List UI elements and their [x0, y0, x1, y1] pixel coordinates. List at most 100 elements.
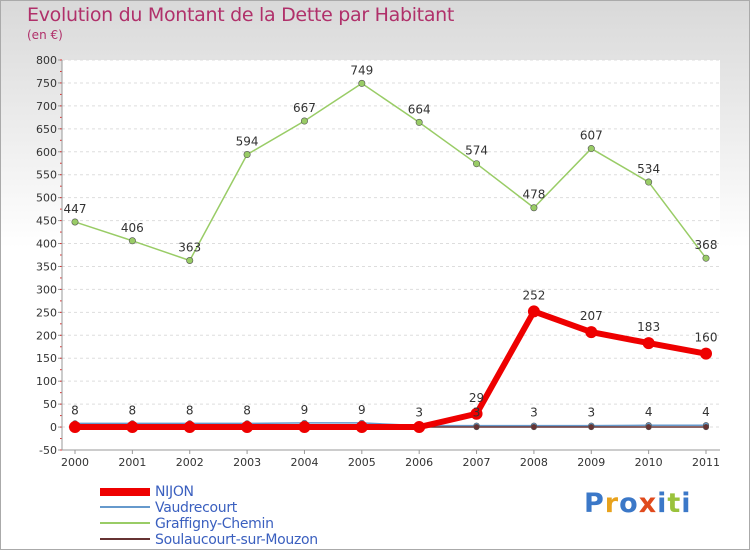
data-point-nijon [126, 421, 139, 434]
y-tick-label: 50 [43, 398, 57, 411]
y-tick-label: 400 [36, 238, 57, 251]
legend-label: NIJON [155, 484, 194, 500]
data-label: 534 [637, 162, 660, 176]
series-line-graffigny-chemin [74, 82, 707, 262]
data-label: 4 [702, 405, 710, 419]
data-label: 252 [522, 288, 545, 302]
data-label: 667 [293, 101, 316, 115]
x-tick-label: 2011 [692, 456, 720, 469]
data-label: 8 [243, 403, 251, 417]
data-point-soulaucourt-sur-mouzon [473, 423, 480, 431]
y-tick-label: 700 [36, 100, 57, 113]
x-tick-label: 2008 [520, 456, 548, 469]
x-tick-label: 2010 [635, 456, 663, 469]
data-point-nijon [700, 347, 712, 360]
y-tick-label: 750 [36, 77, 57, 90]
data-label: 368 [695, 238, 718, 252]
y-tick-label: 500 [36, 192, 57, 205]
data-point-soulaucourt-sur-mouzon [645, 423, 652, 431]
y-tick-label: -50 [39, 444, 57, 457]
data-label: 749 [350, 63, 373, 77]
data-point-nijon [69, 421, 81, 434]
legend-label: Vaudrecourt [155, 500, 237, 516]
logo-letter: x [638, 488, 658, 519]
y-tick-label: 250 [36, 306, 57, 319]
data-label: 664 [408, 102, 431, 116]
data-point-nijon [183, 421, 196, 434]
y-tick-label: 300 [36, 283, 57, 296]
data-point-nijon [298, 421, 311, 434]
data-label: 207 [580, 309, 603, 323]
data-point-graffigny-chemin [300, 117, 308, 125]
data-point-graffigny-chemin [702, 254, 710, 262]
data-point-graffigny-chemin [415, 118, 423, 126]
x-tick-label: 2002 [176, 456, 204, 469]
data-label: 478 [522, 188, 545, 202]
chart-subtitle: (en €) [27, 28, 63, 42]
data-point-nijon [241, 421, 254, 434]
data-point-soulaucourt-sur-mouzon [530, 423, 538, 431]
y-tick-label: 800 [36, 54, 57, 67]
data-label: 447 [64, 202, 87, 216]
data-label: 8 [71, 403, 79, 417]
legend-swatch-graffigny-chemin [100, 522, 150, 524]
data-point-graffigny-chemin [473, 160, 481, 168]
y-tick-label: 650 [36, 123, 57, 136]
data-label: 160 [695, 331, 718, 345]
legend-swatch-vaudrecourt [100, 506, 150, 508]
data-label: 594 [236, 135, 259, 149]
logo-letter: i [657, 488, 668, 519]
y-tick-label: 100 [36, 375, 57, 388]
x-tick-label: 2007 [463, 456, 491, 469]
logo-letter: P [584, 488, 605, 519]
data-label: 8 [129, 403, 137, 417]
x-tick-label: 2004 [290, 456, 318, 469]
data-label: 3 [530, 406, 538, 420]
data-label: 9 [358, 403, 366, 417]
y-tick-label: 450 [36, 215, 57, 228]
x-tick-label: 2000 [61, 456, 89, 469]
logo-letter: i [681, 488, 692, 519]
data-point-nijon [470, 407, 483, 420]
x-tick-label: 2009 [577, 456, 605, 469]
data-point-nijon [585, 326, 598, 339]
data-point-graffigny-chemin [128, 237, 136, 245]
y-tick-label: 200 [36, 329, 57, 342]
data-point-graffigny-chemin [186, 257, 194, 265]
data-label: 3 [415, 406, 423, 420]
data-point-graffigny-chemin [587, 145, 595, 153]
y-tick-label: 350 [36, 260, 57, 273]
data-point-nijon [642, 337, 655, 350]
series-line-nijon [75, 308, 707, 431]
y-tick-label: 150 [36, 352, 57, 365]
data-label: 8 [186, 403, 194, 417]
data-point-soulaucourt-sur-mouzon [702, 423, 710, 431]
data-point-nijon [355, 421, 368, 434]
x-tick-label: 2003 [233, 456, 261, 469]
legend-swatch-soulaucourt [100, 538, 150, 540]
data-label: 3 [473, 406, 481, 420]
data-point-nijon [413, 421, 426, 434]
logo-letter: t [667, 488, 682, 519]
data-label: 406 [121, 221, 144, 235]
legend-label: Graffigny-Chemin [155, 516, 274, 532]
legend-swatch-nijon [100, 488, 150, 496]
plot-area [62, 60, 720, 450]
x-tick-label: 2006 [405, 456, 433, 469]
data-label: 4 [645, 405, 653, 419]
y-tick-label: 0 [50, 421, 57, 434]
data-point-graffigny-chemin [358, 79, 366, 87]
data-label: 29 [469, 391, 484, 405]
x-tick-label: 2001 [118, 456, 146, 469]
data-label: 9 [301, 403, 309, 417]
legend-label: Soulaucourt-sur-Mouzon [155, 532, 318, 548]
chart-title: Evolution du Montant de la Dette par Hab… [27, 4, 455, 26]
data-label: 363 [178, 241, 201, 255]
data-point-soulaucourt-sur-mouzon [588, 423, 595, 431]
data-label: 607 [580, 129, 603, 143]
data-point-graffigny-chemin [243, 151, 251, 159]
data-label: 574 [465, 144, 488, 158]
data-label: 183 [637, 320, 660, 334]
data-point-graffigny-chemin [530, 204, 538, 212]
